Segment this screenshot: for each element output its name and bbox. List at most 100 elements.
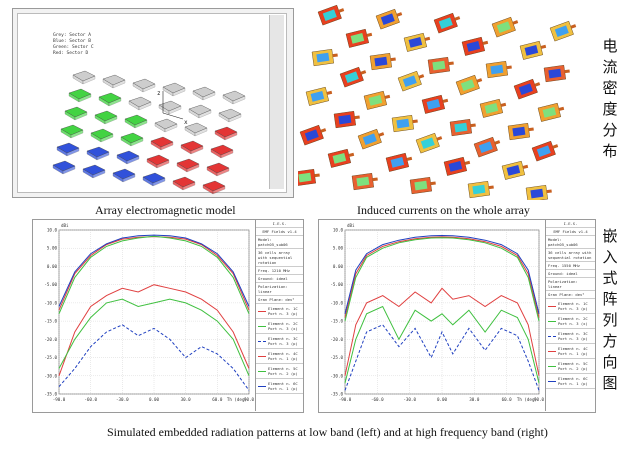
array-element bbox=[120, 132, 144, 147]
legend-swatch bbox=[258, 355, 266, 357]
element-center bbox=[344, 71, 359, 83]
element-feed bbox=[326, 90, 333, 95]
legend-info: 36 cells array with sequential rotation bbox=[546, 249, 595, 262]
element-side bbox=[168, 105, 182, 115]
element-center bbox=[484, 103, 499, 114]
current-element bbox=[537, 102, 565, 122]
legend-header: I.E.S. bbox=[546, 220, 595, 228]
element-center bbox=[362, 133, 377, 145]
element-center bbox=[524, 45, 539, 56]
element-feed bbox=[540, 44, 547, 49]
y-tick-label: -25.0 bbox=[44, 355, 57, 360]
legend-info: Freq. 1210 MHz bbox=[256, 267, 303, 275]
element-side bbox=[78, 93, 92, 103]
model-legend: Grey: Sector A Blue: Sector B Green: Sec… bbox=[53, 33, 94, 57]
x-tick-label: 60.0 bbox=[212, 397, 223, 402]
legend-series-name: Element n. 4C Port n. 1 (p) bbox=[558, 346, 588, 356]
array-element bbox=[102, 74, 126, 89]
element-feed bbox=[384, 94, 391, 99]
element-side bbox=[186, 163, 200, 173]
element-feed bbox=[528, 127, 534, 132]
x-tick-label: 30.0 bbox=[469, 397, 480, 402]
array-element bbox=[222, 90, 246, 105]
array-3d-model: zx bbox=[52, 70, 246, 195]
x-tick-label: 90.0 bbox=[534, 397, 545, 402]
element-center bbox=[478, 141, 493, 153]
y-tick-label: -15.0 bbox=[330, 319, 343, 324]
element-center bbox=[426, 99, 441, 110]
array-model-panel: Grey: Sector A Blue: Sector B Green: Sec… bbox=[12, 8, 294, 198]
array-element bbox=[184, 122, 208, 137]
array-element bbox=[214, 126, 238, 141]
y-tick-label: 0.00 bbox=[333, 264, 344, 269]
legend-info: Freq. 1550 MHz bbox=[546, 262, 595, 270]
legend-info: Gran Plane: dev° bbox=[256, 296, 303, 304]
array-element bbox=[158, 100, 182, 115]
element-center bbox=[322, 9, 337, 21]
legend-info: Ground: ideal bbox=[256, 275, 303, 283]
series-line bbox=[58, 298, 250, 376]
array-element bbox=[176, 158, 200, 173]
array-element bbox=[86, 146, 110, 161]
x-tick-label: 90.0 bbox=[244, 397, 255, 402]
legend-swatch bbox=[258, 325, 266, 327]
element-feed bbox=[338, 8, 345, 13]
element-center bbox=[460, 79, 475, 91]
element-feed bbox=[314, 173, 320, 178]
series-line bbox=[58, 234, 250, 307]
element-side bbox=[182, 181, 196, 191]
element-center bbox=[304, 129, 319, 141]
vertical-char: 方 bbox=[602, 332, 618, 350]
current-element bbox=[369, 52, 396, 71]
element-center bbox=[310, 91, 325, 102]
element-feed bbox=[396, 12, 403, 17]
currents-caption: Induced currents on the whole array bbox=[357, 203, 530, 217]
vertical-char: 流 bbox=[602, 58, 618, 76]
array-element bbox=[64, 106, 88, 121]
series-line bbox=[344, 324, 540, 391]
legend-series-entry: Element n. 2C Port n. 3 (x) bbox=[546, 314, 595, 329]
series-line bbox=[58, 284, 250, 376]
array-element bbox=[192, 86, 216, 101]
model-legend-item: Red: Sector D bbox=[53, 51, 89, 56]
legend-series-entry: Element n. 6C Port n. 1 (p) bbox=[546, 374, 595, 389]
legend-swatch bbox=[258, 310, 266, 312]
array-element bbox=[162, 82, 186, 97]
element-feed bbox=[546, 189, 552, 194]
y-tick-label: -10.0 bbox=[330, 300, 343, 305]
y-tick-label: -20.0 bbox=[44, 337, 57, 342]
current-element bbox=[531, 140, 559, 162]
high-band-pattern-panel: 10.0 5.00 0.00 -5.00 -10.0 -15.0 -20.0 -25.0 -30… bbox=[318, 219, 596, 413]
element-feed bbox=[552, 144, 559, 149]
current-element bbox=[385, 152, 413, 172]
model-legend-item: Grey: Sector A bbox=[53, 33, 91, 38]
legend-series-name: Element n. 1C Port n. 3 (p) bbox=[268, 306, 298, 316]
embedded-pattern-label: 嵌 入 式 阵 列 方 向 图 bbox=[600, 226, 620, 394]
y-tick-label: -35.0 bbox=[330, 392, 343, 397]
element-side bbox=[228, 113, 242, 123]
array-element bbox=[218, 108, 242, 123]
y-tick-label: -30.0 bbox=[330, 373, 343, 378]
current-element bbox=[519, 40, 547, 60]
x-tick-label: 60.0 bbox=[502, 397, 513, 402]
element-feed bbox=[390, 57, 396, 62]
legend-series-entry: Element n. 1C Port n. 3 (p) bbox=[546, 299, 595, 314]
array-element bbox=[94, 110, 118, 125]
element-center bbox=[402, 75, 417, 87]
element-feed bbox=[430, 181, 436, 186]
element-feed bbox=[372, 177, 378, 182]
element-side bbox=[122, 173, 136, 183]
element-feed bbox=[406, 156, 413, 161]
element-feed bbox=[320, 128, 327, 133]
element-center bbox=[298, 172, 312, 183]
element-feed bbox=[522, 164, 529, 169]
array-element bbox=[146, 154, 170, 169]
current-element bbox=[427, 56, 454, 75]
x-tick-label: -30.0 bbox=[403, 397, 416, 402]
high-band-chart: 10.0 5.00 0.00 -5.00 -10.0 -15.0 -20.0 -25.0 -30… bbox=[330, 223, 545, 402]
current-element bbox=[473, 136, 501, 158]
series-line bbox=[344, 234, 540, 314]
vertical-char: 密 bbox=[602, 79, 618, 97]
y-tick-label: -30.0 bbox=[44, 373, 57, 378]
array-element bbox=[202, 180, 226, 195]
